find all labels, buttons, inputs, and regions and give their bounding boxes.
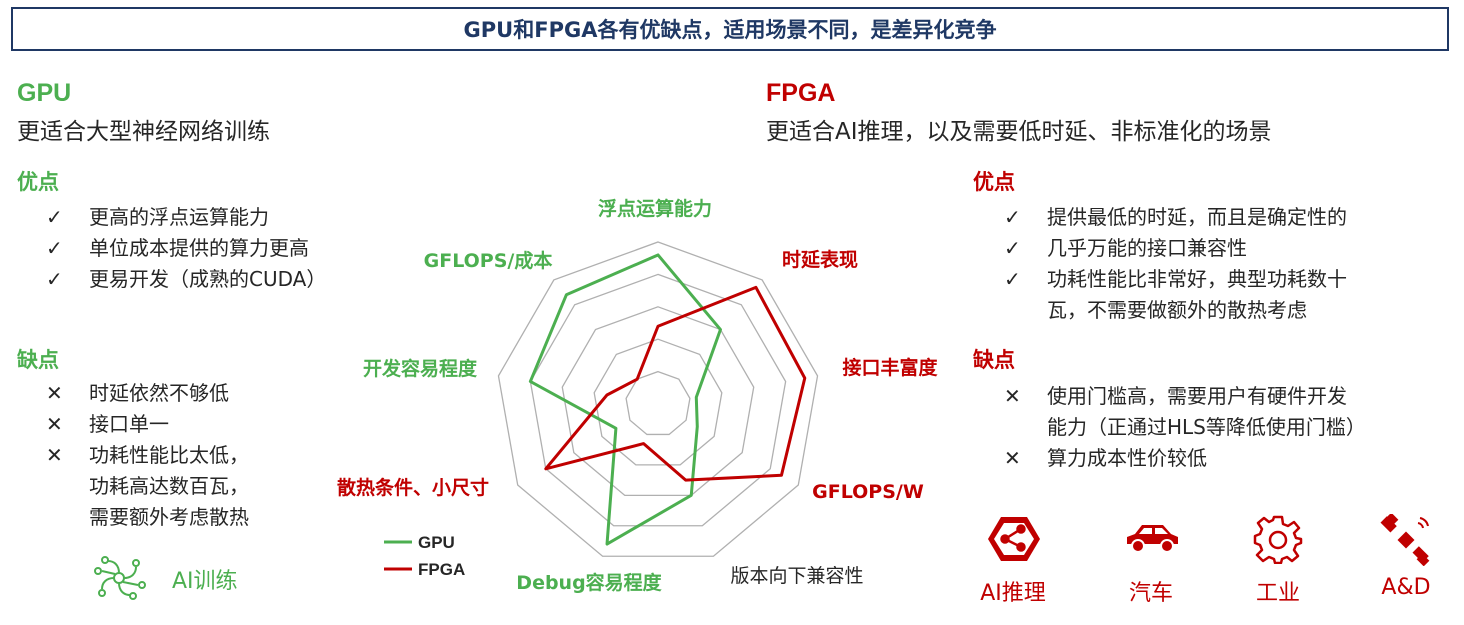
legend-label-gpu: GPU	[418, 533, 455, 552]
list-item: ✕ 使用门槛高，需要用户有硬件开发	[1004, 381, 1366, 412]
legend-label-fpga: FPGA	[418, 560, 465, 579]
list-item: ✓ 几乎万能的接口兼容性	[1004, 233, 1347, 264]
fpga-heading: FPGA	[766, 79, 836, 107]
check-icon: ✓	[46, 236, 63, 260]
list-item: 能力（正通过HLS等降低使用门槛）	[1047, 415, 1366, 439]
fpga-pros-title: 优点	[973, 170, 1015, 194]
app-label-aerospace-defense: A&D	[1381, 575, 1431, 600]
gpu-pros-list: ✓ 更高的浮点运算能力 ✓ 单位成本提供的算力更高 ✓ 更易开发（成熟的CUDA）	[46, 202, 326, 295]
radar-series-gpu	[528, 253, 722, 546]
gpu-subtitle: 更适合大型神经网络训练	[17, 119, 270, 145]
list-item: ✕ 时延依然不够低	[46, 378, 249, 409]
radar-axis-label: 接口丰富度	[842, 356, 938, 379]
radar-series-fpga	[544, 285, 807, 482]
gpu-cons-title: 缺点	[17, 348, 59, 372]
gpu-app-label: AI训练	[172, 569, 238, 594]
cross-icon: ✕	[1004, 446, 1021, 470]
gpu-heading: GPU	[17, 79, 72, 107]
ai-inference-hexagon-icon	[988, 517, 1040, 561]
fpga-pros-list: ✓ 提供最低的时延，而且是确定性的 ✓ 几乎万能的接口兼容性 ✓ 功耗性能比非常好，典…	[1004, 202, 1347, 326]
radar-grid-ring	[625, 370, 691, 436]
list-item: ✕ 功耗性能比太低，	[46, 440, 249, 471]
radar-axis-label: 开发容易程度	[363, 357, 478, 380]
list-item: 需要额外考虑散热	[89, 505, 249, 529]
check-icon: ✓	[1004, 267, 1021, 291]
fpga-cons-title: 缺点	[973, 348, 1015, 372]
check-icon: ✓	[46, 267, 63, 291]
radar-axis-label: 散热条件、小尺寸	[337, 476, 489, 499]
gpu-pros-title: 优点	[17, 170, 59, 194]
gpu-cons-list: ✕ 时延依然不够低 ✕ 接口单一 ✕ 功耗性能比太低， 功耗高达数百瓦， 需要额外考虑…	[46, 378, 249, 533]
cross-icon: ✕	[1004, 384, 1021, 408]
radar-axis-label: GFLOPS/W	[812, 481, 924, 503]
list-item: 瓦，不需要做额外的散热考虑	[1047, 298, 1307, 322]
check-icon: ✓	[46, 205, 63, 229]
list-item: ✓ 更高的浮点运算能力	[46, 202, 326, 233]
app-label-automotive: 汽车	[1128, 581, 1173, 606]
app-label-ai-inference: AI推理	[980, 581, 1046, 606]
car-icon	[1127, 525, 1178, 553]
radar-axis-label: 版本向下兼容性	[730, 565, 863, 587]
radar-axis-label: Debug容易程度	[516, 571, 662, 594]
cross-icon: ✕	[46, 381, 63, 405]
radar-grid-ring	[497, 241, 819, 557]
list-item: ✓ 提供最低的时延，而且是确定性的	[1004, 202, 1347, 233]
neural-network-icon	[94, 556, 146, 600]
list-item: ✕ 算力成本性价较低	[1004, 443, 1366, 474]
list-item: 功耗高达数百瓦，	[89, 474, 249, 498]
cross-icon: ✕	[46, 443, 63, 467]
list-item: ✓ 单位成本提供的算力更高	[46, 233, 326, 264]
radar-grid-ring	[529, 273, 787, 527]
cross-icon: ✕	[46, 412, 63, 436]
radar-grid-ring	[561, 306, 755, 496]
page-title: GPU和FPGA各有优缺点，适用场景不同，是差异化竞争	[11, 7, 1449, 51]
satellite-icon	[1380, 514, 1430, 566]
list-item: ✕ 接口单一	[46, 409, 249, 440]
radar-grid-ring	[593, 338, 723, 466]
radar-axis-label: GFLOPS/成本	[424, 249, 553, 272]
list-item: ✓ 更易开发（成熟的CUDA）	[46, 264, 326, 295]
fpga-cons-list: ✕ 使用门槛高，需要用户有硬件开发 能力（正通过HLS等降低使用门槛） ✕ 算力成本…	[1004, 381, 1366, 474]
radar-axis-label: 时延表现	[782, 248, 858, 271]
fpga-subtitle: 更适合AI推理，以及需要低时延、非标准化的场景	[766, 119, 1272, 145]
app-label-industrial: 工业	[1255, 581, 1300, 606]
radar-axis-label: 浮点运算能力	[598, 197, 712, 220]
check-icon: ✓	[1004, 236, 1021, 260]
check-icon: ✓	[1004, 205, 1021, 229]
list-item: ✓ 功耗性能比非常好，典型功耗数十	[1004, 264, 1347, 295]
gear-icon	[1253, 515, 1303, 564]
